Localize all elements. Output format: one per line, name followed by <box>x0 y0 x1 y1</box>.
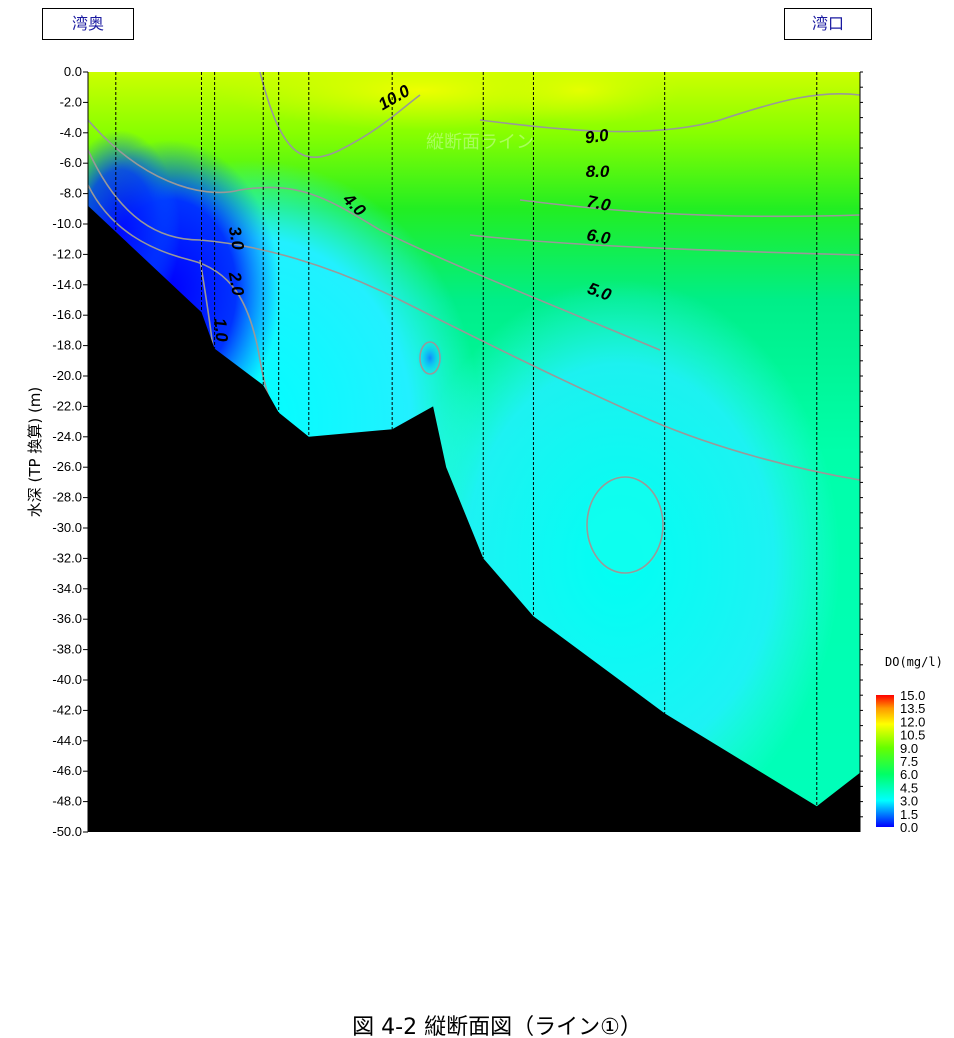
y-tick-label: -18.0 <box>52 338 82 353</box>
y-tick-label: -2.0 <box>60 94 82 109</box>
station-lines <box>115 72 818 807</box>
plot-area: 縦断面ライン 10.09.08.07.06.05.04.03.02.01.0 <box>88 72 860 832</box>
colorbar-tick-label: 1.5 <box>900 807 918 822</box>
contour-line <box>88 149 860 481</box>
y-axis-label: 水深 (TP 換算) (m) <box>26 387 44 518</box>
y-tick-label: -44.0 <box>52 733 82 748</box>
y-tick-label: -22.0 <box>52 398 82 413</box>
y-tick-label: -4.0 <box>60 125 82 140</box>
contour-line <box>519 199 860 218</box>
y-tick-label: -12.0 <box>52 246 82 261</box>
y-tick-label: -10.0 <box>52 216 82 231</box>
y-tick-label: -16.0 <box>52 307 82 322</box>
y-tick-label: -32.0 <box>52 550 82 565</box>
colorbar-tick-label: 9.0 <box>900 741 918 756</box>
y-tick-label: -6.0 <box>60 155 82 170</box>
y-tick-label: -48.0 <box>52 794 82 809</box>
y-axis-ticks: 0.0 -2.0 -4.0 -6.0 -8.0 -10.0 -12.0 -14.0 -16.0 -… <box>52 64 863 839</box>
figure-caption: 図 4-2 縦断面図（ライン①） <box>352 1015 642 1038</box>
contour-line <box>586 476 664 574</box>
contour-line <box>479 92 860 133</box>
high-do-surface-region-2 <box>480 72 680 125</box>
y-tick-label: -8.0 <box>60 186 82 201</box>
contour-label: 8.0 <box>586 162 610 181</box>
colorbar-tick-label: 6.0 <box>900 767 918 782</box>
station-label-bay-mouth: 湾口 <box>784 8 872 40</box>
y-tick-label: -34.0 <box>52 581 82 596</box>
colorbar-tick-label: 15.0 <box>900 688 925 703</box>
contour-line <box>419 341 441 375</box>
colorbar-tick-label: 13.5 <box>900 701 925 716</box>
y-tick-label: -46.0 <box>52 763 82 778</box>
colorbar-ticks: 15.013.512.010.59.07.56.04.53.01.50.0 <box>900 688 925 835</box>
y-tick-label: -20.0 <box>52 368 82 383</box>
y-tick-label: -30.0 <box>52 520 82 535</box>
y-tick-label: -36.0 <box>52 611 82 626</box>
y-tick-label: -38.0 <box>52 642 82 657</box>
contour-label: 2.0 <box>225 270 248 298</box>
colorbar-tick-label: 12.0 <box>900 714 925 729</box>
seabed-terrain <box>88 205 860 832</box>
y-tick-label: -14.0 <box>52 277 82 292</box>
watermark-text: 縦断面ライン <box>426 132 534 153</box>
station-label-inner-bay: 湾奥 <box>42 8 134 40</box>
contour-line <box>88 119 661 351</box>
contour-label: 6.0 <box>585 225 612 248</box>
contour-label: 9.0 <box>584 125 611 147</box>
contour-label: 1.0 <box>210 317 231 343</box>
colorbar-tick-label: 0.0 <box>900 820 918 835</box>
y-tick-label: -50.0 <box>52 824 82 839</box>
colorbar-tick-label: 4.5 <box>900 780 918 795</box>
contour-line <box>469 234 860 256</box>
colorbar-tick-label: 10.5 <box>900 728 925 743</box>
colorbar-tick-label: 3.0 <box>900 794 918 809</box>
contour-label: 3.0 <box>225 225 248 252</box>
y-tick-label: 0.0 <box>64 64 82 79</box>
y-tick-label: -24.0 <box>52 429 82 444</box>
cyan-core-region <box>585 475 665 575</box>
colorbar-tick-label: 7.5 <box>900 754 918 769</box>
colorbar-title: DO(mg/l) <box>885 655 943 669</box>
contour-line <box>259 72 421 159</box>
y-tick-label: -42.0 <box>52 702 82 717</box>
contour-label: 7.0 <box>585 192 613 216</box>
y-tick-label: -40.0 <box>52 672 82 687</box>
colorbar <box>876 695 894 827</box>
y-tick-label: -26.0 <box>52 459 82 474</box>
y-tick-label: -28.0 <box>52 490 82 505</box>
